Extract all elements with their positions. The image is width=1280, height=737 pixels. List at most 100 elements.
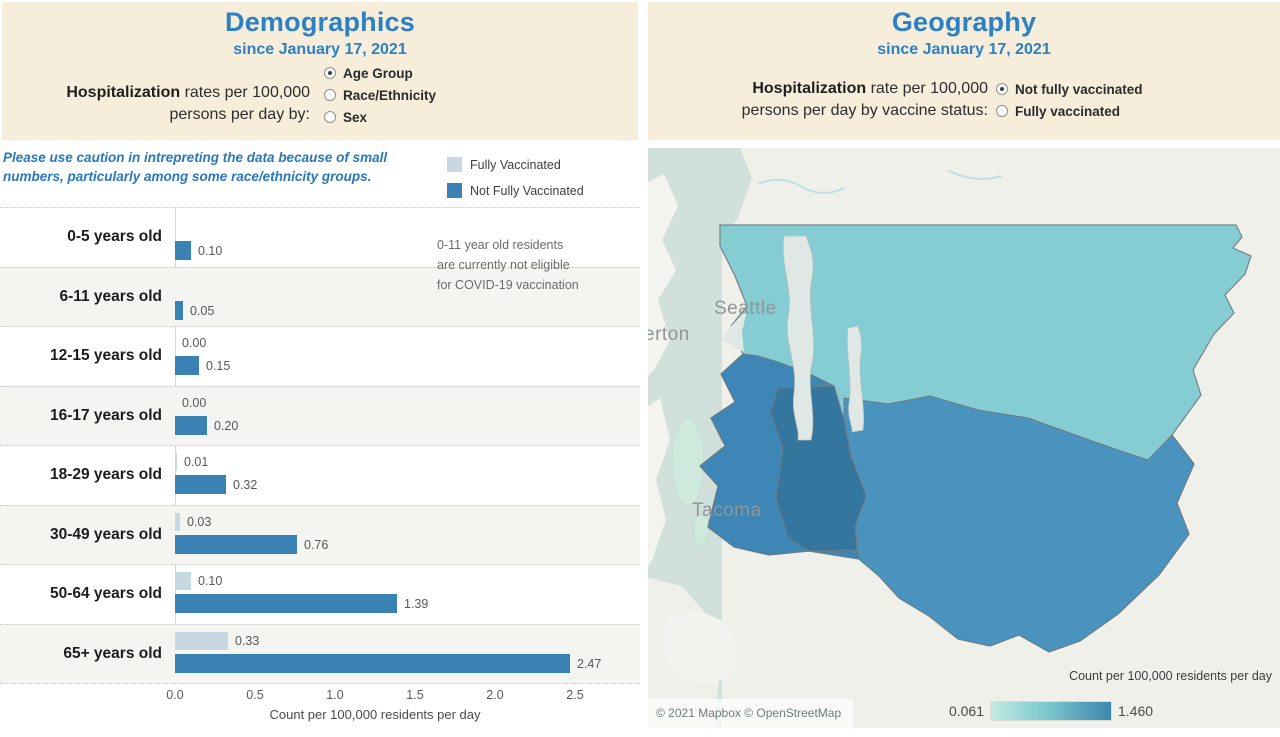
age-group-row[interactable]: 0-5 years old 0.10 xyxy=(0,207,640,267)
region-south-central[interactable] xyxy=(769,385,867,552)
filter-rest: rate per 100,000 xyxy=(866,80,988,97)
eligibility-annotation: 0-11 year old residents are currently not… xyxy=(437,235,579,295)
bar-value-label: 0.00 xyxy=(182,395,207,410)
annotation-line: are currently not eligible xyxy=(437,258,570,272)
vashon-island xyxy=(671,417,705,507)
city-label-erton: erton xyxy=(648,324,690,345)
lake-washington xyxy=(782,235,815,441)
age-group-row[interactable]: 50-64 years old 0.10 1.39 xyxy=(0,564,640,624)
tacoma-urban-area xyxy=(664,612,736,684)
age-group-row[interactable]: 18-29 years old 0.01 0.32 xyxy=(0,445,640,505)
radio-option[interactable]: Race/Ethnicity xyxy=(324,84,436,106)
bar-not-fully-vaccinated[interactable] xyxy=(175,241,191,260)
bar-value-label: 0.20 xyxy=(214,418,239,433)
legend-swatch xyxy=(447,157,462,172)
demographics-panel: Demographics since January 17, 2021 Hosp… xyxy=(0,2,640,722)
radio-selected-icon[interactable] xyxy=(996,83,1008,95)
bar-not-fully-vaccinated[interactable] xyxy=(175,415,207,435)
demographics-radio-group[interactable]: Age Group Race/Ethnicity Sex xyxy=(324,62,436,128)
radio-label: Age Group xyxy=(343,65,413,81)
filter-bold: Hospitalization xyxy=(66,84,181,101)
age-group-row[interactable]: 16-17 years old 0.00 0.20 xyxy=(0,385,640,445)
age-group-label: 6-11 years old xyxy=(59,287,162,305)
bar-not-fully-vaccinated[interactable] xyxy=(175,594,397,613)
lake-sammamish xyxy=(846,325,864,433)
bar-value-label: 0.00 xyxy=(182,336,207,350)
x-axis-tick-label: 1.0 xyxy=(326,688,344,702)
bar-fully-vaccinated[interactable] xyxy=(175,453,177,471)
x-axis-tick-label: 0.5 xyxy=(246,688,264,702)
map-legend-title: Count per 100,000 residents per day xyxy=(1069,669,1272,683)
legend-label: Not Fully Vaccinated xyxy=(470,183,584,198)
geography-panel: Geography since January 17, 2021 Hospita… xyxy=(648,0,1280,737)
radio-label: Not fully vaccinated xyxy=(1015,81,1143,97)
legend-entry[interactable]: Not Fully Vaccinated xyxy=(447,183,584,198)
x-axis-tick-label: 2.5 xyxy=(566,688,584,702)
demographics-subtitle: since January 17, 2021 xyxy=(233,41,407,58)
bar-not-fully-vaccinated[interactable] xyxy=(175,356,199,375)
filter-bold: Hospitalization xyxy=(752,80,867,97)
bar-not-fully-vaccinated[interactable] xyxy=(175,475,226,494)
king-county-map[interactable]: Seattle Tacoma erton © 2021 Mapbox © OpenS… xyxy=(648,148,1280,728)
bar-value-label: 0.10 xyxy=(198,244,223,258)
age-group-row[interactable]: 6-11 years old 0.05 xyxy=(0,266,640,326)
filter-rest: rates per 100,000 xyxy=(180,84,310,101)
kitsap-peninsula-south xyxy=(648,398,670,566)
radio-icon[interactable] xyxy=(324,111,336,123)
age-group-label: 0-5 years old xyxy=(67,228,162,246)
bar-chart[interactable]: 0-5 years old 0.10 6-11 years old 0.05 12-15… xyxy=(0,207,640,684)
geography-header: Geography since January 17, 2021 Hospita… xyxy=(648,2,1280,140)
legend-entry[interactable]: Fully Vaccinated xyxy=(447,157,584,172)
radio-icon[interactable] xyxy=(996,105,1008,117)
annotation-line: for COVID-19 vaccination xyxy=(437,278,579,292)
x-axis-tick-label: 1.5 xyxy=(406,688,424,702)
bar-value-label: 2.47 xyxy=(577,656,602,671)
age-group-label: 16-17 years old xyxy=(49,406,162,424)
demographics-filter-label: Hospitalization rates per 100,000 person… xyxy=(2,82,310,126)
bar-not-fully-vaccinated[interactable] xyxy=(175,534,297,554)
bar-value-label: 0.76 xyxy=(304,537,329,552)
x-axis-title: Count per 100,000 residents per day xyxy=(269,707,481,722)
bar-value-label: 1.39 xyxy=(404,597,429,611)
bar-fully-vaccinated[interactable] xyxy=(175,631,228,650)
age-group-row[interactable]: 65+ years old 0.33 2.47 xyxy=(0,623,640,683)
city-label-seattle: Seattle xyxy=(714,298,777,319)
geography-radio-group[interactable]: Not fully vaccinated Fully vaccinated xyxy=(996,78,1143,122)
bar-fully-vaccinated[interactable] xyxy=(175,512,180,531)
legend-label: Fully Vaccinated xyxy=(470,157,561,172)
demographics-title: Demographics xyxy=(225,7,415,37)
filter-line2: persons per day by vaccine status: xyxy=(741,102,988,119)
bar-value-label: 0.33 xyxy=(235,633,260,648)
age-group-row[interactable]: 12-15 years old 0.00 0.15 xyxy=(0,326,640,386)
choropleth-svg[interactable] xyxy=(648,148,1280,728)
map-attribution[interactable]: © 2021 Mapbox © OpenStreetMap xyxy=(648,699,854,728)
bar-value-label: 0.01 xyxy=(184,455,209,469)
radio-selected-icon[interactable] xyxy=(324,67,336,79)
bar-not-fully-vaccinated[interactable] xyxy=(175,300,183,320)
annotation-line: 0-11 year old residents xyxy=(437,238,564,252)
legend-swatch xyxy=(447,183,462,198)
bar-value-label: 0.05 xyxy=(190,303,215,318)
radio-option[interactable]: Fully vaccinated xyxy=(996,100,1143,122)
radio-option[interactable]: Not fully vaccinated xyxy=(996,78,1143,100)
city-label-tacoma: Tacoma xyxy=(692,500,762,521)
radio-option[interactable]: Sex xyxy=(324,106,436,128)
age-group-label: 12-15 years old xyxy=(49,347,162,365)
color-scale-gradient xyxy=(990,701,1112,721)
x-axis-tick-label: 0.0 xyxy=(166,688,184,702)
age-group-label: 65+ years old xyxy=(63,644,162,662)
radio-icon[interactable] xyxy=(324,89,336,101)
x-axis-tick-label: 2.0 xyxy=(486,688,504,702)
geography-subtitle: since January 17, 2021 xyxy=(877,41,1051,58)
bar-fully-vaccinated[interactable] xyxy=(175,572,191,590)
demographics-header: Demographics since January 17, 2021 Hosp… xyxy=(2,2,638,140)
bar-chart-legend: Fully Vaccinated Not Fully Vaccinated xyxy=(447,157,584,209)
age-group-row[interactable]: 30-49 years old 0.03 0.76 xyxy=(0,504,640,564)
radio-option[interactable]: Age Group xyxy=(324,62,436,84)
x-axis-ticks: 0.0 0.5 1.0 1.5 2.0 2.5 xyxy=(0,688,640,704)
water-inlet xyxy=(708,148,752,238)
bar-not-fully-vaccinated[interactable] xyxy=(175,653,570,673)
bar-value-label: 0.10 xyxy=(198,574,223,588)
bar-value-label: 0.03 xyxy=(187,514,212,529)
